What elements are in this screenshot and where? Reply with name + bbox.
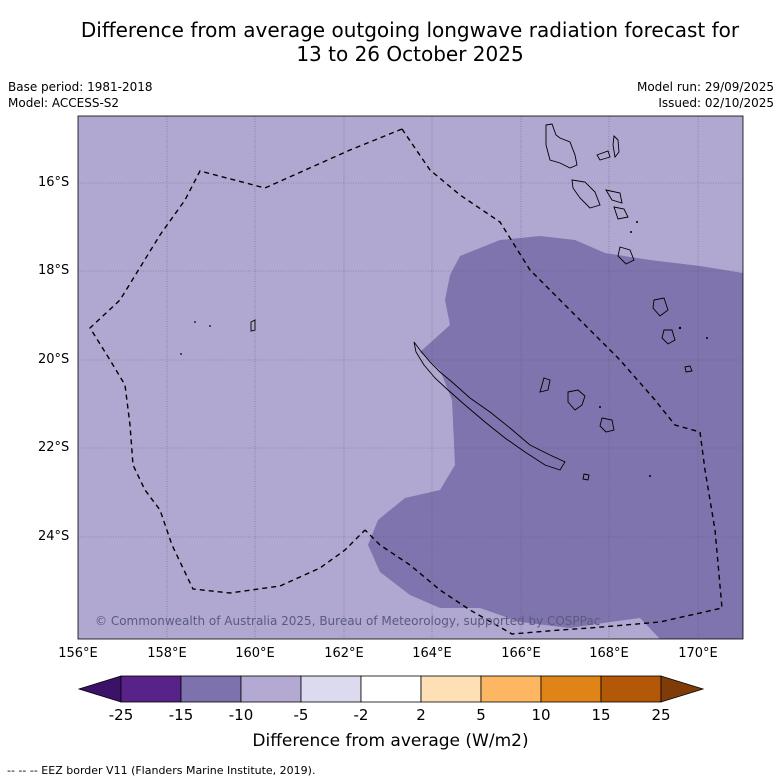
colorbar-extend-low bbox=[77, 675, 122, 703]
base-period: Base period: 1981-2018 bbox=[8, 80, 153, 94]
x-tick-label: 168°E bbox=[589, 646, 629, 661]
colorbar-swatch bbox=[300, 675, 362, 703]
chart-title: Difference from average outgoing longwav… bbox=[0, 18, 781, 66]
colorbar-tick-label: 5 bbox=[476, 706, 486, 724]
islet bbox=[636, 221, 638, 223]
colorbar-tick-label: 2 bbox=[416, 706, 426, 724]
eez-border-newcaledonia bbox=[364, 128, 723, 635]
x-tick-label: 164°E bbox=[412, 646, 452, 661]
colorbar-tick-label: -10 bbox=[228, 706, 254, 724]
eez-footnote: -- -- -- EEZ border V11 (Flanders Marine… bbox=[7, 764, 316, 777]
islet bbox=[678, 326, 682, 330]
y-tick-label: 22°S bbox=[38, 440, 70, 455]
colorbar-swatch bbox=[180, 675, 242, 703]
colorbar-swatch bbox=[480, 675, 542, 703]
meta-right: Model run: 29/09/2025 Issued: 02/10/2025 bbox=[637, 79, 774, 111]
model-run: Model run: 29/09/2025 bbox=[636, 80, 774, 94]
colorbar-title: Difference from average (W/m2) bbox=[252, 731, 529, 751]
issued-date: Issued: 02/10/2025 bbox=[658, 96, 774, 110]
colorbar bbox=[77, 675, 705, 703]
colorbar-swatch bbox=[240, 675, 302, 703]
x-tick-label: 166°E bbox=[501, 646, 541, 661]
x-tick-label: 158°E bbox=[147, 646, 187, 661]
islet bbox=[649, 475, 651, 477]
islet bbox=[180, 353, 182, 355]
map-frame bbox=[77, 115, 744, 640]
islet bbox=[706, 337, 708, 339]
coastlines bbox=[250, 123, 693, 481]
colorbar-swatch bbox=[420, 675, 482, 703]
islet bbox=[194, 321, 196, 323]
coast-loyalty-mare bbox=[599, 417, 615, 433]
eez-border-solomon bbox=[89, 128, 403, 594]
coast-erromango bbox=[617, 246, 635, 265]
coast-espiritu-santo bbox=[545, 123, 578, 169]
coast-ouvea bbox=[539, 377, 551, 393]
grid bbox=[78, 116, 743, 639]
copyright-credit: © Commonwealth of Australia 2025, Bureau… bbox=[95, 614, 601, 628]
colorbar-extend-high bbox=[660, 675, 705, 703]
colorbar-tick-label: -2 bbox=[353, 706, 369, 724]
coast-malakula bbox=[571, 179, 601, 209]
coast-loyalty-lifou bbox=[567, 389, 586, 411]
x-tick-label: 170°E bbox=[678, 646, 718, 661]
colorbar-tick-label: 15 bbox=[591, 706, 611, 724]
title-line-2: 13 to 26 October 2025 bbox=[296, 42, 524, 66]
coast-vanuatu-north bbox=[612, 135, 620, 159]
coast-new-caledonia bbox=[413, 341, 566, 471]
colorbar-swatch bbox=[360, 675, 422, 703]
x-tick-label: 156°E bbox=[58, 646, 98, 661]
anomaly-region bbox=[368, 236, 743, 639]
coast-aneityum bbox=[661, 329, 676, 345]
x-tick-label: 160°E bbox=[235, 646, 275, 661]
islets bbox=[180, 221, 708, 477]
colorbar-tick-label: -25 bbox=[108, 706, 134, 724]
y-tick-label: 16°S bbox=[38, 175, 70, 190]
coast-matthew bbox=[684, 365, 693, 373]
y-tick-label: 24°S bbox=[38, 529, 70, 544]
islet bbox=[209, 325, 211, 327]
coast-small-island bbox=[250, 319, 256, 332]
islet bbox=[630, 231, 632, 233]
colorbar-tick-label: -5 bbox=[293, 706, 309, 724]
model-name: Model: ACCESS-S2 bbox=[8, 96, 120, 110]
colorbar-swatch bbox=[540, 675, 602, 703]
y-tick-label: 20°S bbox=[38, 352, 70, 367]
coast-walpole bbox=[582, 473, 590, 481]
colorbar-swatch bbox=[600, 675, 662, 703]
x-tick-label: 162°E bbox=[324, 646, 364, 661]
y-tick-label: 18°S bbox=[38, 263, 70, 278]
colorbar-tick-label: 10 bbox=[531, 706, 551, 724]
coast-tanna bbox=[652, 297, 669, 317]
coast-ambae bbox=[596, 150, 611, 161]
title-line-1: Difference from average outgoing longwav… bbox=[80, 18, 740, 42]
colorbar-tick-label: -15 bbox=[168, 706, 194, 724]
colorbar-tick-label: 25 bbox=[651, 706, 671, 724]
islet bbox=[599, 406, 601, 408]
coast-efate bbox=[613, 206, 629, 220]
meta-left: Base period: 1981-2018 Model: ACCESS-S2 bbox=[8, 79, 153, 111]
colorbar-swatch bbox=[120, 675, 182, 703]
coast-epi bbox=[605, 189, 623, 204]
